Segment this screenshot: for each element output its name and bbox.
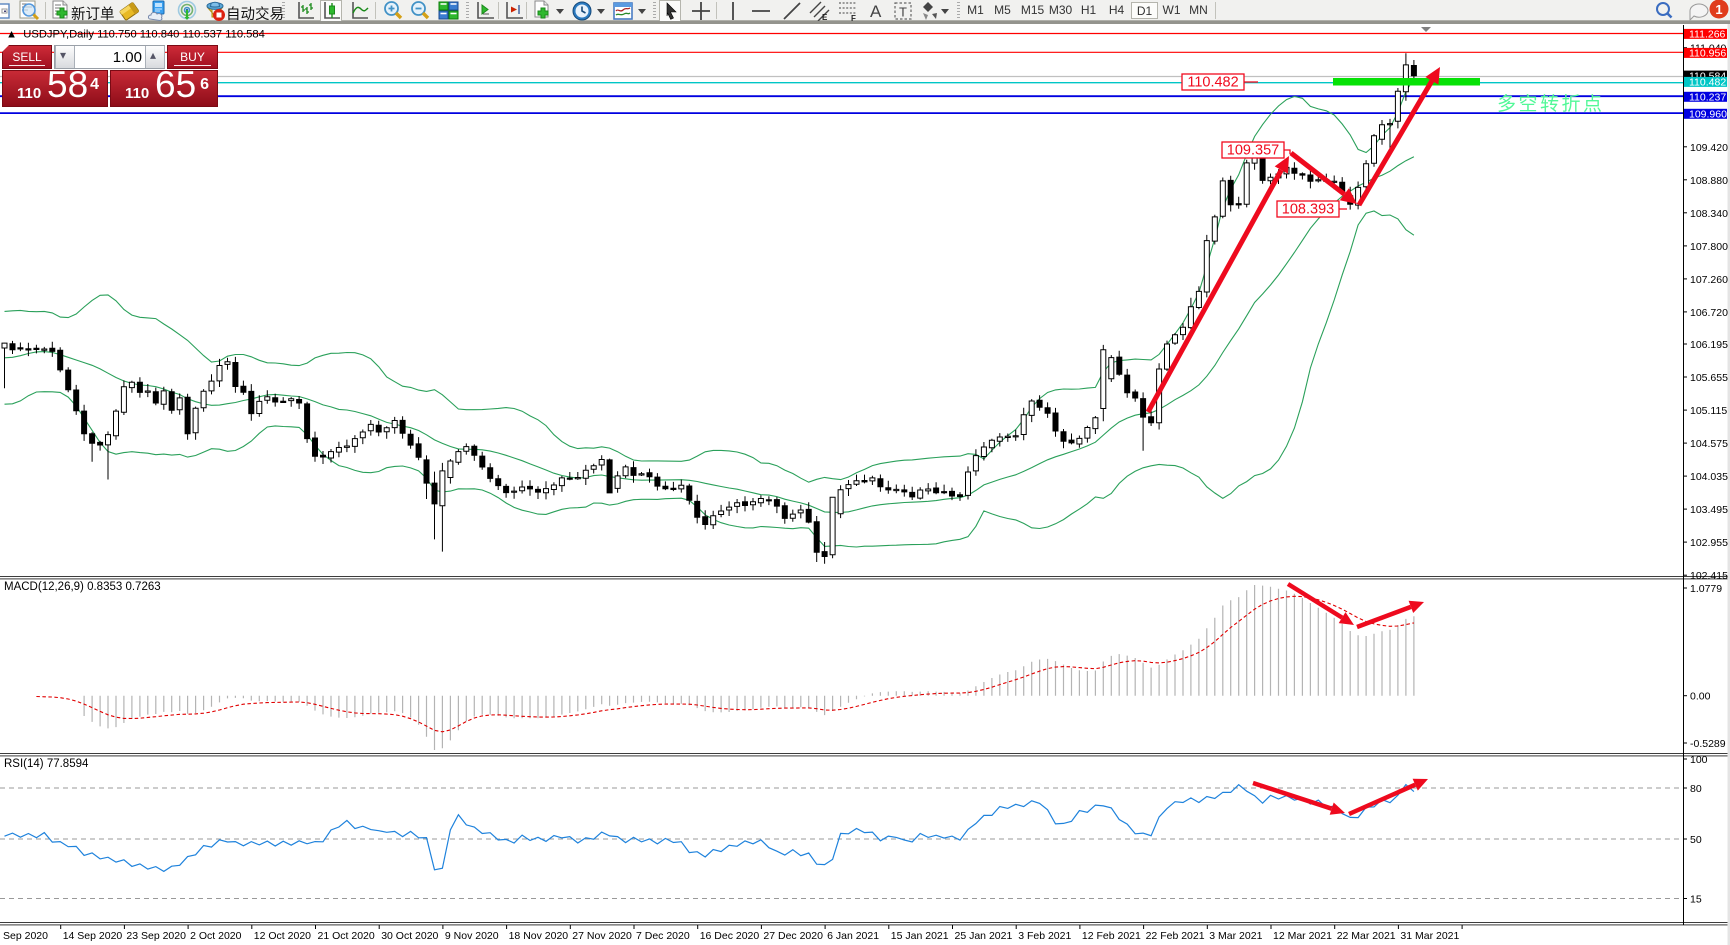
svg-text:18 Nov 2020: 18 Nov 2020 xyxy=(509,930,569,942)
svg-text:103.495: 103.495 xyxy=(1690,504,1728,516)
svg-text:Sep 2020: Sep 2020 xyxy=(3,930,48,942)
svg-text:108.880: 108.880 xyxy=(1690,175,1728,187)
svg-text:MACD(12,26,9) 0.8353 0.7263: MACD(12,26,9) 0.8353 0.7263 xyxy=(4,581,161,593)
svg-text:30 Oct 2020: 30 Oct 2020 xyxy=(381,930,438,942)
svg-text:1: 1 xyxy=(1715,2,1722,17)
svg-text:50: 50 xyxy=(1690,834,1702,846)
svg-text:107.260: 107.260 xyxy=(1690,274,1728,286)
svg-text:0.00: 0.00 xyxy=(1690,691,1711,703)
svg-text:108.340: 108.340 xyxy=(1690,208,1728,220)
svg-text:106.195: 106.195 xyxy=(1690,339,1728,351)
svg-text:21 Oct 2020: 21 Oct 2020 xyxy=(318,930,375,942)
svg-text:3 Mar 2021: 3 Mar 2021 xyxy=(1209,930,1262,942)
svg-text:102.415: 102.415 xyxy=(1690,570,1728,582)
svg-text:F: F xyxy=(851,14,856,22)
svg-text:6 Jan 2021: 6 Jan 2021 xyxy=(827,930,879,942)
svg-text:104.035: 104.035 xyxy=(1690,471,1728,483)
svg-text:▲ USDJPY,Daily 110.750 110.8: ▲ USDJPY,Daily 110.750 110.840 110.537 1… xyxy=(6,29,265,41)
svg-text:80: 80 xyxy=(1690,783,1702,795)
svg-text:25 Jan 2021: 25 Jan 2021 xyxy=(955,930,1013,942)
svg-text:22 Mar 2021: 22 Mar 2021 xyxy=(1337,930,1396,942)
svg-text:2 Oct 2020: 2 Oct 2020 xyxy=(190,930,242,942)
svg-text:102.955: 102.955 xyxy=(1690,537,1728,549)
svg-text:111.266: 111.266 xyxy=(1689,29,1726,41)
svg-text:105.655: 105.655 xyxy=(1690,372,1728,384)
svg-text:14 Sep 2020: 14 Sep 2020 xyxy=(63,930,123,942)
svg-text:9 Nov 2020: 9 Nov 2020 xyxy=(445,930,499,942)
svg-text:12 Mar 2021: 12 Mar 2021 xyxy=(1273,930,1332,942)
svg-text:12 Oct 2020: 12 Oct 2020 xyxy=(254,930,311,942)
svg-text:104.575: 104.575 xyxy=(1690,438,1728,450)
svg-text:15 Jan 2021: 15 Jan 2021 xyxy=(891,930,949,942)
svg-text:RSI(14) 77.8594: RSI(14) 77.8594 xyxy=(4,758,89,770)
svg-text:110.482: 110.482 xyxy=(1187,75,1238,91)
svg-text:108.393: 108.393 xyxy=(1282,202,1334,218)
svg-text:A: A xyxy=(870,2,882,21)
svg-text:-0.5289: -0.5289 xyxy=(1690,738,1726,750)
svg-text:12 Feb 2021: 12 Feb 2021 xyxy=(1082,930,1141,942)
svg-text:105.115: 105.115 xyxy=(1690,405,1727,417)
svg-text:100: 100 xyxy=(1690,754,1708,766)
svg-text:109.960: 109.960 xyxy=(1689,109,1727,121)
svg-text:16 Dec 2020: 16 Dec 2020 xyxy=(700,930,760,942)
svg-text:27 Nov 2020: 27 Nov 2020 xyxy=(572,930,632,942)
svg-text:27 Dec 2020: 27 Dec 2020 xyxy=(763,930,823,942)
svg-text:E: E xyxy=(822,13,828,22)
svg-text:110.956: 110.956 xyxy=(1689,48,1726,60)
svg-text:22 Feb 2021: 22 Feb 2021 xyxy=(1146,930,1205,942)
svg-text:1.0779: 1.0779 xyxy=(1690,583,1722,595)
svg-text:107.800: 107.800 xyxy=(1690,241,1728,253)
svg-text:23 Sep 2020: 23 Sep 2020 xyxy=(126,930,186,942)
svg-text:15: 15 xyxy=(1690,894,1702,906)
svg-text:T: T xyxy=(899,5,907,20)
svg-text:3 Feb 2021: 3 Feb 2021 xyxy=(1018,930,1071,942)
svg-text:多空转折点: 多空转折点 xyxy=(1497,93,1605,115)
svg-text:110.482: 110.482 xyxy=(1689,77,1726,89)
svg-text:109.420: 109.420 xyxy=(1690,142,1728,154)
svg-text:106.720: 106.720 xyxy=(1690,307,1728,319)
svg-text:31 Mar 2021: 31 Mar 2021 xyxy=(1400,930,1459,942)
svg-text:110.237: 110.237 xyxy=(1689,92,1726,104)
svg-text:7 Dec 2020: 7 Dec 2020 xyxy=(636,930,690,942)
svg-text:109.357: 109.357 xyxy=(1227,143,1279,159)
